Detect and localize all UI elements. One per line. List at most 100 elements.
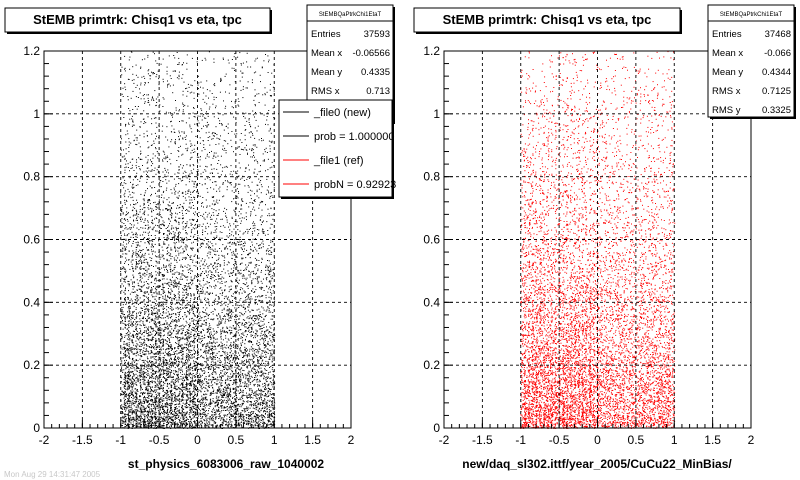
scatter-point (226, 166, 227, 167)
scatter-point (128, 242, 129, 243)
scatter-point (143, 384, 144, 385)
scatter-point (146, 354, 147, 355)
scatter-point (232, 362, 233, 363)
scatter-point (263, 421, 264, 422)
scatter-point (132, 192, 133, 193)
scatter-point (194, 391, 195, 392)
scatter-point (128, 167, 129, 168)
scatter-point (159, 138, 160, 139)
scatter-point (208, 360, 209, 361)
scatter-point (237, 171, 238, 172)
scatter-point (131, 405, 132, 406)
scatter-point (186, 96, 187, 97)
scatter-point (173, 280, 174, 281)
scatter-point (169, 405, 170, 406)
scatter-point (249, 229, 250, 230)
scatter-point (238, 413, 239, 414)
scatter-point (203, 402, 204, 403)
scatter-point (220, 266, 221, 267)
scatter-point (183, 203, 184, 204)
scatter-point (180, 372, 181, 373)
scatter-point (271, 73, 272, 74)
scatter-point (170, 332, 171, 333)
scatter-point (271, 247, 272, 248)
scatter-point (220, 274, 221, 275)
scatter-point (137, 184, 138, 185)
scatter-point (141, 368, 142, 369)
scatter-point (170, 248, 171, 249)
scatter-point (153, 228, 154, 229)
scatter-point (250, 277, 251, 278)
scatter-point (227, 310, 228, 311)
scatter-point (178, 198, 179, 199)
scatter-point (214, 421, 215, 422)
scatter-point (169, 339, 170, 340)
scatter-point (261, 368, 262, 369)
scatter-point (143, 375, 144, 376)
scatter-point (272, 416, 273, 417)
scatter-point (192, 321, 193, 322)
scatter-point (244, 422, 245, 423)
scatter-point (132, 116, 133, 117)
scatter-point (181, 359, 182, 360)
scatter-point (157, 225, 158, 226)
scatter-point (229, 355, 230, 356)
scatter-point (255, 104, 256, 105)
scatter-point (256, 330, 257, 331)
scatter-point (272, 337, 273, 338)
scatter-point (162, 421, 163, 422)
scatter-point (143, 321, 144, 322)
scatter-point (148, 243, 149, 244)
scatter-point (213, 158, 214, 159)
scatter-point (260, 81, 261, 82)
scatter-point (250, 215, 251, 216)
scatter-point (153, 73, 154, 74)
scatter-point (132, 275, 133, 276)
scatter-point (155, 356, 156, 357)
scatter-point (176, 308, 177, 309)
scatter-point (241, 63, 242, 64)
scatter-point (174, 220, 175, 221)
scatter-point (208, 248, 209, 249)
scatter-point (139, 135, 140, 136)
scatter-point (190, 407, 191, 408)
scatter-point (232, 397, 233, 398)
scatter-point (209, 385, 210, 386)
scatter-point (147, 250, 148, 251)
scatter-point (216, 260, 217, 261)
scatter-point (270, 366, 271, 367)
scatter-point (139, 315, 140, 316)
scatter-point (127, 317, 128, 318)
scatter-point (252, 327, 253, 328)
scatter-point (221, 320, 222, 321)
scatter-point (211, 312, 212, 313)
scatter-point (221, 418, 222, 419)
scatter-point (182, 391, 183, 392)
scatter-point (218, 255, 219, 256)
scatter-point (203, 324, 204, 325)
scatter-point (223, 184, 224, 185)
scatter-point (269, 412, 270, 413)
scatter-point (191, 412, 192, 413)
scatter-point (257, 379, 258, 380)
scatter-point (144, 136, 145, 137)
scatter-point (168, 335, 169, 336)
scatter-point (148, 100, 149, 101)
scatter-point (269, 245, 270, 246)
scatter-point (151, 346, 152, 347)
scatter-point (249, 390, 250, 391)
scatter-point (154, 73, 155, 74)
scatter-point (175, 297, 176, 298)
scatter-point (182, 223, 183, 224)
scatter-point (123, 347, 124, 348)
scatter-point (184, 339, 185, 340)
scatter-point (208, 318, 209, 319)
scatter-point (186, 385, 187, 386)
scatter-point (128, 233, 129, 234)
scatter-point (224, 260, 225, 261)
scatter-point (206, 80, 207, 81)
scatter-point (151, 272, 152, 273)
scatter-point (209, 366, 210, 367)
scatter-point (199, 409, 200, 410)
scatter-point (167, 364, 168, 365)
